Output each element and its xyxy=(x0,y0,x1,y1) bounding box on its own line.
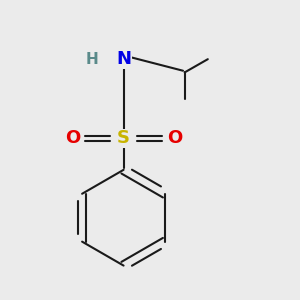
Text: S: S xyxy=(117,129,130,147)
Text: O: O xyxy=(167,129,182,147)
Text: H: H xyxy=(86,52,99,67)
Text: O: O xyxy=(65,129,80,147)
Text: N: N xyxy=(116,50,131,68)
